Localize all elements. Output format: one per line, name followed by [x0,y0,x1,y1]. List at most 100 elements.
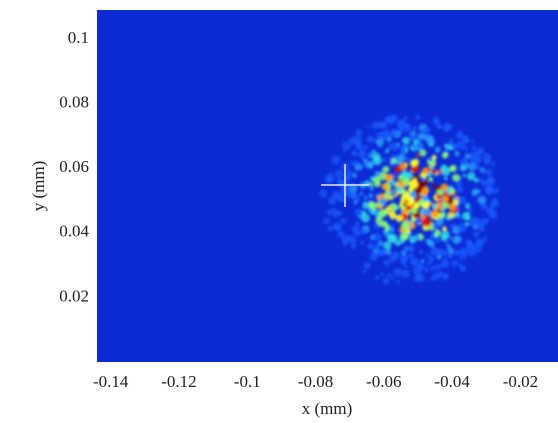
speckle [448,138,454,145]
speckle [450,223,456,229]
speckle [392,128,396,132]
speckle [410,134,417,142]
speckle [467,247,477,257]
speckle [354,208,363,217]
speckle [376,193,380,197]
speckle [419,149,427,157]
speckle [409,253,415,258]
speckle [444,152,449,157]
speckle [484,185,494,195]
speckle [441,195,449,204]
speckle [403,254,410,261]
x-axis-label: x (mm) [302,399,353,418]
speckle [427,255,431,259]
speckle [398,174,404,181]
speckle [440,183,449,191]
speckle [454,151,460,157]
speckle [441,259,450,268]
speckle [447,247,455,254]
speckle [422,217,432,227]
speckle [331,209,340,218]
speckle [427,240,435,248]
speckle [392,251,400,259]
speckle [373,223,380,230]
speckle [428,177,434,182]
speckle [355,129,363,137]
speckle [456,181,462,187]
speckle [421,194,429,202]
speckle [431,209,439,218]
y-tick-label: 0.1 [68,28,89,47]
speckle [430,247,439,256]
speckle [434,229,442,237]
speckle [433,116,439,123]
speckle [480,227,485,232]
speckle [474,218,479,223]
speckle [447,252,454,259]
speckle [404,246,408,251]
speckle [442,124,451,133]
speckle [451,144,455,148]
plot-area [97,10,558,362]
speckle [430,265,436,272]
speckle [448,203,457,211]
speckle [436,248,443,256]
speckle-pattern [319,114,499,285]
speckle [368,152,375,159]
speckle [407,196,414,203]
speckle [382,165,390,173]
speckle [457,236,462,242]
speckle [351,150,358,157]
speckle [393,194,397,198]
speckle [463,162,470,169]
speckle [363,195,368,200]
speckle [331,155,341,165]
speckle [389,114,398,123]
speckle [436,125,440,129]
speckle [475,164,481,170]
speckle [374,170,381,177]
y-tick-label: 0.06 [59,157,89,176]
speckle [475,238,485,247]
speckle [354,163,362,171]
speckle [384,248,392,256]
speckle [348,194,353,199]
speckle [384,191,392,200]
speckle [452,173,460,182]
speckle [472,188,479,195]
speckle [435,217,444,226]
speckle [340,218,347,225]
speckle [422,201,430,209]
speckle [390,142,399,151]
speckle [383,241,392,250]
speckle [400,250,407,256]
speckle [419,265,423,270]
speckle [409,257,419,267]
speckle [356,230,362,236]
speckle [489,210,498,219]
speckle [360,156,364,161]
speckle [444,176,448,181]
speckle [357,144,364,151]
speckle [369,201,378,210]
speckle [435,194,442,200]
y-tick-label: 0.02 [59,286,89,305]
speckle [429,164,434,170]
speckle [407,244,415,253]
speckle [441,230,450,239]
speckle [420,133,427,141]
speckle [441,249,448,257]
speckle [368,185,372,190]
speckle [402,136,410,145]
speckle [370,208,378,216]
speckle [436,254,442,260]
speckle [460,267,466,272]
speckle [352,174,357,178]
speckle [445,215,451,221]
speckle [354,159,359,163]
speckle [482,153,492,163]
speckle [319,189,328,198]
speckle [412,126,418,131]
speckle [326,209,333,215]
speckle [375,275,380,281]
